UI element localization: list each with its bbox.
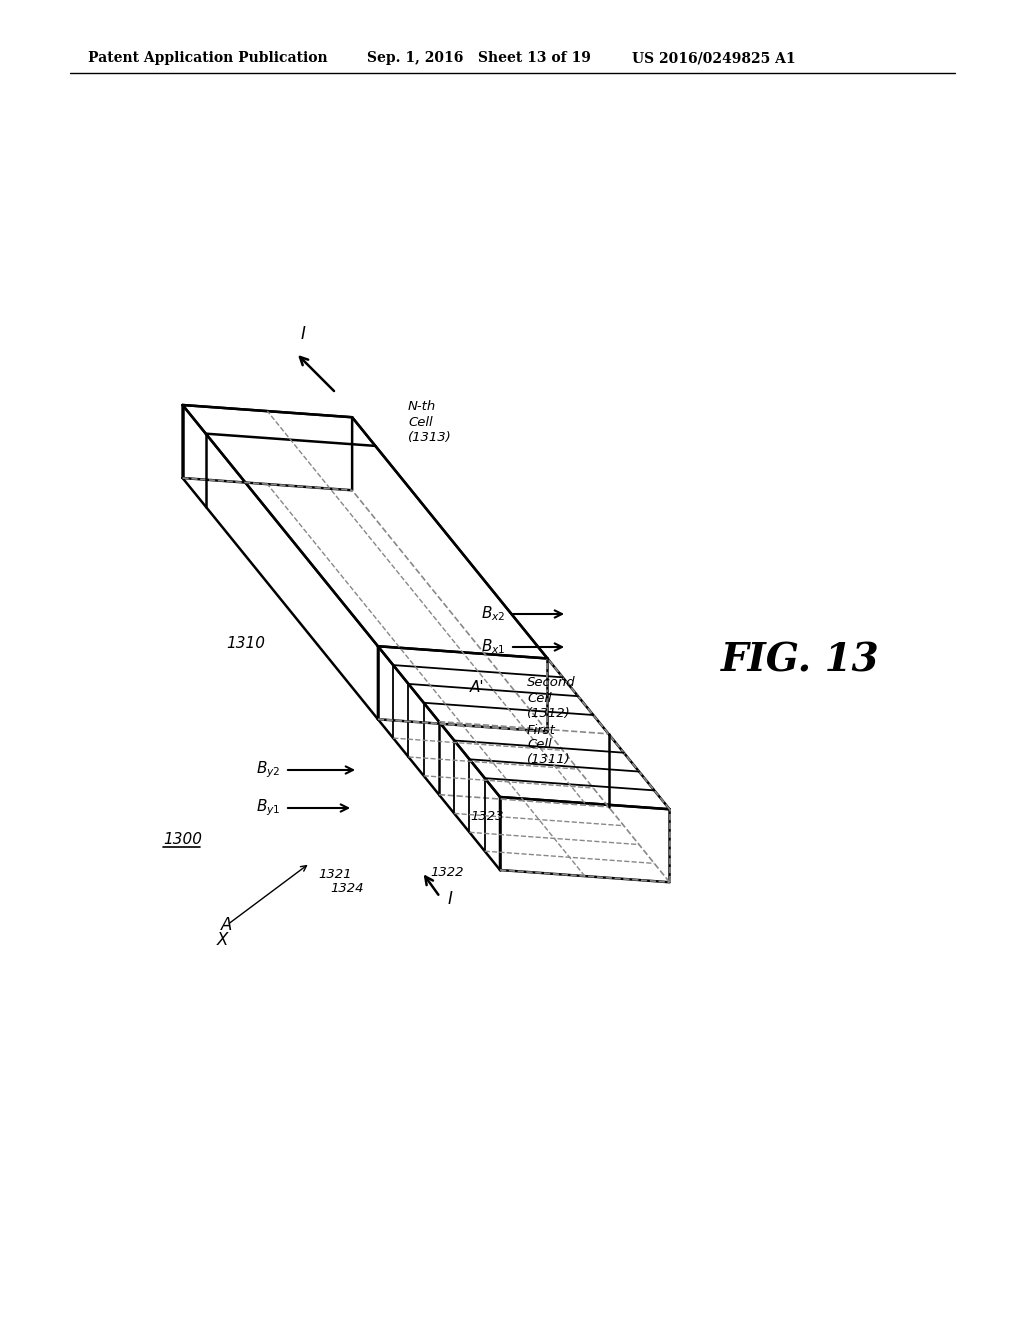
Text: (1311): (1311) — [527, 754, 570, 767]
Text: Cell: Cell — [527, 738, 552, 751]
Text: 1310: 1310 — [226, 635, 265, 651]
Text: Patent Application Publication: Patent Application Publication — [88, 51, 328, 65]
Text: US 2016/0249825 A1: US 2016/0249825 A1 — [632, 51, 796, 65]
Text: $B_{x2}$: $B_{x2}$ — [480, 605, 505, 623]
Text: $B_{x1}$: $B_{x1}$ — [480, 638, 505, 656]
Text: N-th: N-th — [408, 400, 436, 413]
Text: I: I — [301, 325, 306, 343]
Text: X: X — [216, 931, 227, 949]
Text: (1313): (1313) — [408, 430, 452, 444]
Text: 1300: 1300 — [163, 833, 202, 847]
Text: 1323: 1323 — [470, 810, 504, 824]
Text: FIG. 13: FIG. 13 — [721, 642, 880, 678]
Text: 1324: 1324 — [330, 882, 364, 895]
Text: Cell: Cell — [527, 692, 552, 705]
Text: $B_{y2}$: $B_{y2}$ — [256, 760, 280, 780]
Text: First: First — [527, 723, 556, 737]
Text: Second: Second — [527, 676, 575, 689]
Text: $B_{y1}$: $B_{y1}$ — [256, 797, 280, 818]
Text: (1312): (1312) — [527, 706, 570, 719]
Text: A': A' — [470, 681, 484, 696]
Text: Sep. 1, 2016   Sheet 13 of 19: Sep. 1, 2016 Sheet 13 of 19 — [367, 51, 591, 65]
Text: A: A — [221, 916, 232, 935]
Text: I: I — [449, 890, 453, 908]
Text: Cell: Cell — [408, 416, 432, 429]
Text: 1322: 1322 — [430, 866, 464, 879]
Text: 1321: 1321 — [318, 869, 351, 882]
